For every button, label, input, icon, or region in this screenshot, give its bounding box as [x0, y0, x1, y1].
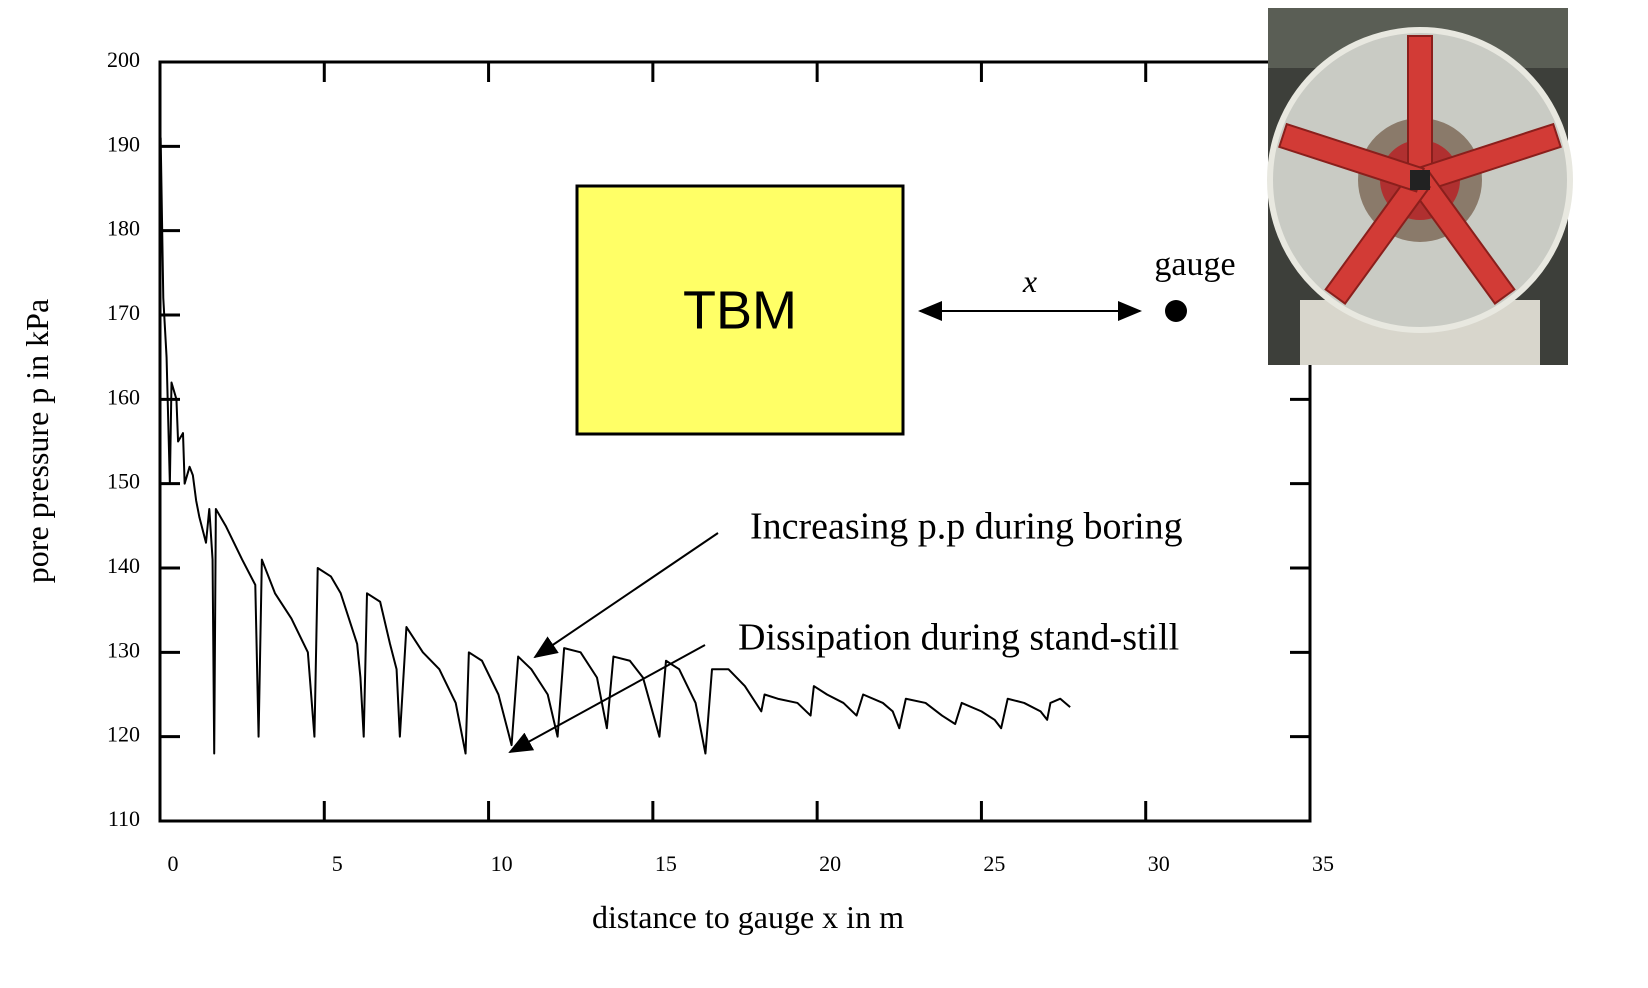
annotation: Increasing p.p during boring [750, 506, 1183, 548]
x-tick-label: 35 [1312, 851, 1334, 876]
x-tick-label: 30 [1148, 851, 1170, 876]
y-tick-label: 130 [107, 637, 140, 662]
tbm-box [575, 184, 905, 436]
tbm-photo [1267, 8, 1573, 365]
y-axis-title: pore pressure p in kPa [19, 299, 55, 583]
y-tick-label: 110 [108, 806, 140, 831]
y-tick-label: 200 [107, 47, 140, 72]
y-tick-label: 120 [107, 722, 140, 747]
plot-area: 0 5 10 15 20 25 30 35 110 120 130 140 150 160 170 180 19… [107, 47, 1334, 876]
tbm-label: TBM [683, 280, 797, 340]
x-axis-title: distance to gauge x in m [592, 899, 904, 935]
annotation: Dissipation during stand-still [738, 617, 1179, 659]
annotation-arrow [508, 644, 706, 753]
x-tick-label: 0 [168, 851, 179, 876]
distance-label: x [1022, 263, 1037, 299]
gauge-dot [1165, 300, 1187, 322]
gauge-label: gauge [1154, 246, 1235, 283]
y-tick-label: 160 [107, 384, 140, 409]
x-tick-label: 25 [983, 851, 1005, 876]
annotation-arrow [533, 532, 719, 659]
y-tick-label: 170 [107, 300, 140, 325]
x-tick-label: 5 [332, 851, 343, 876]
y-tick-label: 180 [107, 216, 140, 241]
x-tick-label: 10 [491, 851, 513, 876]
y-tick-label: 150 [107, 469, 140, 494]
plot-frame [158, 60, 1312, 823]
y-tick-label: 140 [107, 553, 140, 578]
y-tick-label: 190 [107, 131, 140, 156]
x-tick-label: 20 [819, 851, 841, 876]
x-tick-label: 15 [655, 851, 677, 876]
